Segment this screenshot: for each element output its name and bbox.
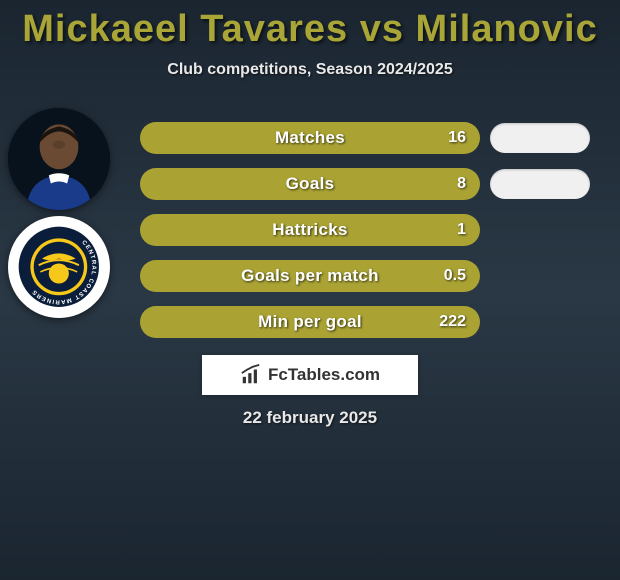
bar-track: Hattricks1 bbox=[140, 214, 480, 246]
stat-row: Goals per match0.5 bbox=[140, 260, 600, 292]
bar-value: 1 bbox=[457, 214, 466, 246]
brand-text: FcTables.com bbox=[268, 365, 380, 385]
subtitle: Club competitions, Season 2024/2025 bbox=[0, 61, 620, 79]
stat-row: Goals8 bbox=[140, 168, 600, 200]
bar-label: Goals bbox=[140, 168, 480, 200]
bar-value: 8 bbox=[457, 168, 466, 200]
bar-track: Min per goal222 bbox=[140, 306, 480, 338]
club-badge: CENTRAL COAST MARINERS bbox=[8, 216, 110, 318]
bar-track: Goals per match0.5 bbox=[140, 260, 480, 292]
chart-icon bbox=[240, 364, 262, 386]
stat-row: Hattricks1 bbox=[140, 214, 600, 246]
bar-label: Hattricks bbox=[140, 214, 480, 246]
club-badge-icon: CENTRAL COAST MARINERS bbox=[17, 225, 101, 309]
stat-row: Matches16 bbox=[140, 122, 600, 154]
stat-bars: Matches16 Goals8 Hattricks1 Goals per match… bbox=[140, 122, 600, 338]
date-text: 22 february 2025 bbox=[0, 408, 620, 428]
page-title: Mickaeel Tavares vs Milanovic bbox=[0, 0, 620, 51]
comparison-pill bbox=[490, 169, 590, 199]
stat-row: Min per goal222 bbox=[140, 306, 600, 338]
player-portrait-icon bbox=[8, 108, 110, 210]
vs-text: vs bbox=[360, 8, 404, 50]
player-avatar bbox=[8, 108, 110, 210]
bar-value: 16 bbox=[448, 122, 466, 154]
bar-track: Matches16 bbox=[140, 122, 480, 154]
bar-label: Goals per match bbox=[140, 260, 480, 292]
bar-value: 0.5 bbox=[444, 260, 466, 292]
comparison-pill bbox=[490, 123, 590, 153]
avatars-column: CENTRAL COAST MARINERS bbox=[8, 108, 110, 318]
bar-value: 222 bbox=[439, 306, 466, 338]
player2-name: Milanovic bbox=[416, 8, 598, 50]
bar-label: Min per goal bbox=[140, 306, 480, 338]
player1-name: Mickaeel Tavares bbox=[22, 8, 348, 50]
brand-badge[interactable]: FcTables.com bbox=[202, 355, 418, 395]
bar-label: Matches bbox=[140, 122, 480, 154]
bar-track: Goals8 bbox=[140, 168, 480, 200]
